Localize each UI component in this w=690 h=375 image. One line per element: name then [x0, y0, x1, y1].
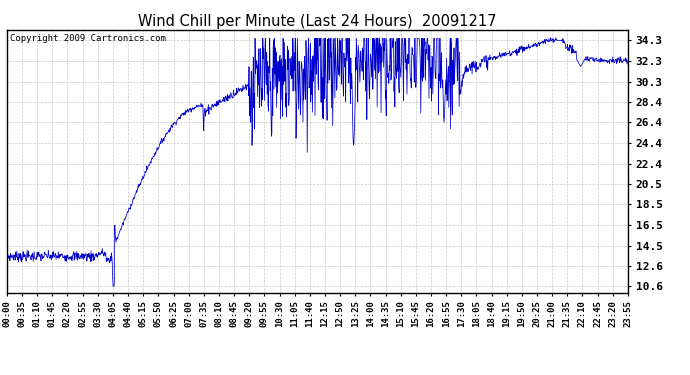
Title: Wind Chill per Minute (Last 24 Hours)  20091217: Wind Chill per Minute (Last 24 Hours) 20…	[138, 14, 497, 29]
Text: Copyright 2009 Cartronics.com: Copyright 2009 Cartronics.com	[10, 34, 166, 43]
